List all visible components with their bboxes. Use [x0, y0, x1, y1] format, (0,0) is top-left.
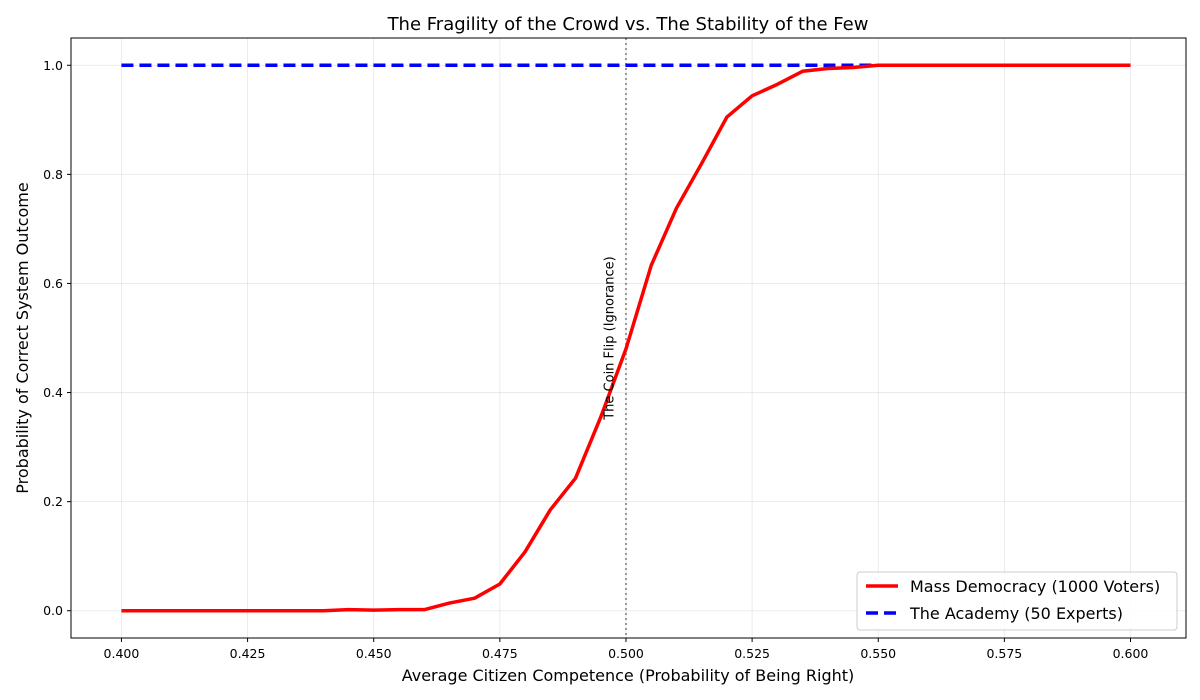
x-axis-label: Average Citizen Competence (Probability … — [402, 666, 855, 685]
x-tick-label: 0.450 — [356, 646, 392, 661]
y-tick-label: 0.6 — [43, 276, 63, 291]
x-tick-label: 0.400 — [104, 646, 140, 661]
y-tick-label: 0.8 — [43, 167, 63, 182]
x-tick-label: 0.550 — [860, 646, 896, 661]
series-line-mass-democracy — [121, 63, 1131, 613]
x-tick-label: 0.600 — [1113, 646, 1149, 661]
legend: Mass Democracy (1000 Voters) The Academy… — [856, 571, 1178, 631]
legend-box — [856, 571, 1178, 631]
legend-label-academy: The Academy (50 Experts) — [909, 604, 1123, 623]
x-tick-label: 0.575 — [986, 646, 1022, 661]
x-tick-label: 0.475 — [482, 646, 518, 661]
x-tick-label: 0.425 — [230, 646, 266, 661]
legend-label-mass-democracy: Mass Democracy (1000 Voters) — [910, 577, 1160, 596]
axis-ticks: 0.400 0.425 0.450 0.475 0.500 0.525 0.550 0.575… — [43, 58, 1148, 661]
x-tick-label: 0.500 — [608, 646, 644, 661]
y-tick-label: 0.2 — [43, 494, 63, 509]
annotation-coin-flip: The Coin Flip (Ignorance) — [603, 256, 618, 421]
chart-title: The Fragility of the Crowd vs. The Stabi… — [387, 14, 869, 35]
y-axis-label: Probability of Correct System Outcome — [13, 182, 32, 493]
y-tick-label: 0.0 — [43, 603, 63, 618]
plot-area-frame — [70, 37, 1187, 639]
series-layer — [121, 63, 1131, 613]
x-tick-label: 0.525 — [734, 646, 770, 661]
y-tick-label: 0.4 — [43, 385, 63, 400]
y-tick-label: 1.0 — [43, 58, 63, 73]
